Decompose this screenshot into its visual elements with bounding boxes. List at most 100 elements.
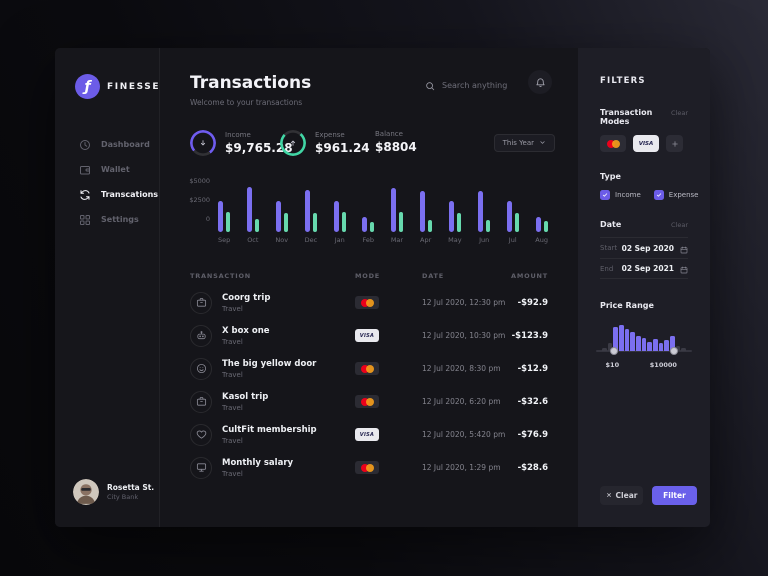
transaction-date: 12 Jul 2020, 8:30 pm	[422, 364, 501, 373]
table-row[interactable]: Kasol trip Travel 12 Jul 2020, 6:20 pm -$…	[190, 385, 548, 418]
income-bar	[275, 201, 281, 232]
income-bar	[218, 201, 224, 232]
settings-icon	[79, 214, 91, 226]
slider-track	[596, 350, 692, 352]
search-box	[425, 76, 514, 95]
brand-name: FINESSE	[107, 81, 161, 92]
col-transaction: TRANSACTION	[190, 272, 252, 280]
sidebar-item-settings[interactable]: Settings	[79, 207, 153, 232]
transaction-amount: -$28.6	[517, 462, 548, 473]
calendar-icon	[680, 259, 688, 278]
visa-badge: VISA	[633, 135, 659, 152]
checkbox-expense[interactable]: Expense	[653, 190, 698, 200]
date-start-value: 02 Sep 2020	[621, 243, 674, 253]
transaction-category: Travel	[222, 469, 243, 478]
bar-group-aug: Aug	[535, 186, 548, 244]
expense-bar	[398, 212, 403, 232]
mastercard-chip[interactable]	[600, 135, 626, 152]
date-end-row[interactable]: End 02 Sep 2021	[600, 258, 688, 279]
transactions-bar-chart: $5000 $2500 0 Sep Oct Nov Dec Jan Feb Mar …	[189, 176, 548, 248]
chart-plot: Sep Oct Nov Dec Jan Feb Mar Apr May Ju	[218, 186, 548, 244]
sidebar-item-transcations[interactable]: Transcations	[79, 182, 158, 207]
table-row[interactable]: CultFit membership Travel VISA 12 Jul 202…	[190, 418, 548, 451]
sidebar-nav: Dashboard Wallet Transcations Settings	[79, 132, 158, 232]
income-label: Income	[225, 131, 251, 139]
income-bar	[448, 201, 454, 232]
transaction-category: Travel	[222, 436, 243, 445]
transaction-amount: -$76.9	[517, 429, 548, 440]
chart-y-axis: $5000 $2500 0	[189, 176, 210, 223]
search-icon	[425, 76, 435, 95]
income-stat: Income $9,765.28	[190, 130, 293, 156]
transaction-amount: -$92.9	[517, 297, 548, 308]
plus-icon	[671, 140, 679, 148]
table-row[interactable]: Coorg trip Travel 12 Jul 2020, 12:30 pm -…	[190, 286, 548, 319]
transaction-name: The big yellow door	[222, 358, 317, 369]
visa-chip[interactable]: VISA	[633, 135, 659, 152]
expense-stat: Expense $961.24	[280, 130, 370, 156]
transaction-date: 12 Jul 2020, 10:30 pm	[422, 331, 506, 340]
transaction-name: CultFit membership	[222, 424, 317, 435]
income-bar	[390, 188, 396, 232]
bar-group-mar: Mar	[391, 186, 403, 244]
expense-bar	[312, 213, 317, 232]
search-input[interactable]	[442, 81, 514, 90]
sidebar-item-dashboard[interactable]: Dashboard	[79, 132, 153, 157]
table-row[interactable]: Monthly salary Travel 12 Jul 2020, 1:29 p…	[190, 451, 548, 484]
visa-badge: VISA	[355, 329, 379, 342]
clear-button[interactable]: Clear	[600, 486, 643, 505]
user-name: Rosetta St.	[107, 483, 155, 492]
type-title: Type	[600, 172, 621, 181]
slider-handle-max[interactable]	[669, 347, 678, 355]
income-ring-icon	[190, 130, 216, 156]
period-dropdown[interactable]: This Year	[493, 134, 555, 152]
expense-value: $961.24	[315, 141, 370, 155]
income-value: $9,765.28	[225, 141, 293, 155]
briefcase-icon	[190, 390, 212, 413]
price-range-title: Price Range	[600, 301, 654, 310]
briefcase-icon	[190, 291, 212, 314]
user-bank: City Bank	[107, 493, 139, 501]
transaction-category: Travel	[222, 337, 243, 346]
bar-group-may: May	[448, 186, 462, 244]
checkbox-icon	[600, 190, 610, 200]
filter-button[interactable]: Filter	[652, 486, 697, 505]
table-row[interactable]: X box one Travel VISA 12 Jul 2020, 10:30 …	[190, 319, 548, 352]
bar-group-oct: Oct	[246, 186, 259, 244]
finesse-logo-icon: ƒ	[75, 74, 100, 99]
mastercard-badge	[355, 461, 379, 474]
table-row[interactable]: The big yellow door Travel 12 Jul 2020, 8…	[190, 352, 548, 385]
page-title: Transactions	[190, 73, 312, 93]
date-title: Date	[600, 220, 622, 229]
bar-group-jul: Jul	[506, 186, 519, 244]
expense-bar	[254, 219, 259, 232]
avatar	[73, 479, 99, 505]
expense-bar	[341, 212, 346, 232]
transaction-modes-title: Transaction Modes	[600, 108, 653, 126]
price-max-label: $10000	[649, 361, 677, 369]
price-range-slider	[596, 322, 692, 358]
date-start-row[interactable]: Start 02 Sep 2020	[600, 237, 688, 258]
date-clear-link[interactable]: Clear	[671, 221, 688, 229]
main-content: Transactions Welcome to your transaction…	[160, 48, 578, 527]
type-checkboxes: Income Expense	[600, 190, 698, 200]
col-amount: AMOUNT	[511, 272, 548, 280]
filters-panel: FILTERS Transaction Modes Clear VISA Typ…	[578, 48, 710, 527]
sidebar: ƒ FINESSE Dashboard Wallet Transcations …	[55, 48, 160, 527]
income-bar	[506, 201, 512, 232]
modes-clear-link[interactable]: Clear	[671, 109, 688, 117]
expense-bar	[543, 221, 548, 232]
user-profile[interactable]: Rosetta St. City Bank	[73, 479, 154, 505]
expense-ring-icon	[280, 130, 306, 156]
income-bar	[419, 191, 425, 232]
income-bar	[246, 187, 252, 232]
income-bar	[333, 201, 339, 232]
checkbox-income[interactable]: Income	[600, 190, 641, 200]
notifications-button[interactable]	[528, 70, 552, 94]
add-mode-button[interactable]	[666, 135, 683, 152]
sidebar-item-wallet[interactable]: Wallet	[79, 157, 153, 182]
slider-handle-min[interactable]	[610, 347, 619, 355]
visa-badge: VISA	[355, 428, 379, 441]
date-end-label: End	[600, 264, 614, 273]
transactions-icon	[79, 189, 91, 201]
